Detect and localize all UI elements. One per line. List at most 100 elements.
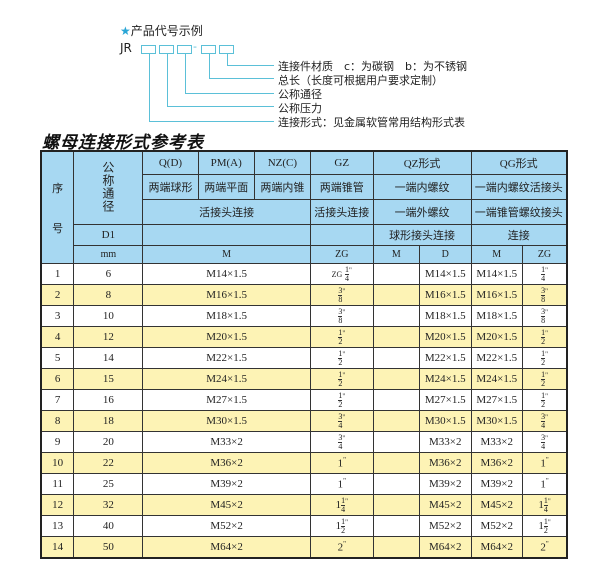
cell-dn: 8	[73, 284, 144, 306]
table-row: 4 12 M20×1.5 1 2 " M20×1.5 M20×1.5 1 2 "	[40, 326, 568, 348]
cell-qg-m: M39×2	[470, 473, 523, 495]
cell-no: 13	[40, 515, 75, 537]
cell-qg-m: M24×1.5	[470, 368, 523, 390]
nut-connection-table: 序号 公称通径 Q(D) PM(A) NZ(C) GZ QZ形式 QG形式 两端…	[40, 150, 568, 559]
cell-qz-m	[372, 494, 421, 516]
cell-no: 6	[40, 368, 75, 390]
cell-dn: 25	[73, 473, 144, 495]
header-cell: ZG	[309, 245, 374, 264]
cell-qg-zg: 3 4 "	[521, 410, 568, 432]
header-cell: 两端球形	[142, 174, 199, 200]
header-d1: D1	[73, 224, 144, 246]
cell-m: M14×1.5	[142, 263, 311, 285]
cell-qg-zg: 2"	[521, 536, 568, 559]
cell-qg-zg: 1 2 "	[521, 389, 568, 411]
cell-dn: 15	[73, 368, 144, 390]
cell-no: 14	[40, 536, 75, 559]
cell-dn: 14	[73, 347, 144, 369]
cell-m: M22×1.5	[142, 347, 311, 369]
table-row: 5 14 M22×1.5 1 2 " M22×1.5 M22×1.5 1 2 "	[40, 347, 568, 369]
cell-m: M36×2	[142, 452, 311, 474]
cell-m: M30×1.5	[142, 410, 311, 432]
cell-dn: 12	[73, 326, 144, 348]
header-cell: M	[372, 245, 421, 264]
cell-qg-m: M27×1.5	[470, 389, 523, 411]
legend-item-diameter: 公称通径	[278, 88, 322, 101]
header-q: Q(D)	[142, 150, 199, 175]
page-title: 螺母连接形式参考表	[42, 133, 204, 153]
cell-qz-d: M20×1.5	[419, 326, 472, 348]
legend-heading: ★产品代号示例	[120, 22, 203, 39]
cell-zg: 1 2 "	[309, 326, 374, 348]
cell-m: M39×2	[142, 473, 311, 495]
header-qz: QZ形式	[372, 150, 472, 175]
cell-qg-zg: 1 2 "	[521, 347, 568, 369]
code-slot	[177, 45, 192, 54]
cell-qz-m	[372, 263, 421, 285]
cell-qg-zg: 1 1 4 "	[521, 494, 568, 516]
cell-qz-d: M27×1.5	[419, 389, 472, 411]
cell-m: M18×1.5	[142, 305, 311, 327]
header-qg: QG形式	[470, 150, 568, 175]
table-row: 9 20 M33×2 3 4 " M33×2 M33×2 3 4 "	[40, 431, 568, 453]
cell-m: M52×2	[142, 515, 311, 537]
cell-qg-zg: 1"	[521, 452, 568, 474]
code-prefix: JR	[120, 41, 132, 55]
cell-zg: 3 8 "	[309, 284, 374, 306]
cell-qz-m	[372, 347, 421, 369]
cell-m: M24×1.5	[142, 368, 311, 390]
code-slot	[159, 45, 174, 54]
header-cell: 球形接头连接	[372, 224, 472, 246]
cell-qg-m: M16×1.5	[470, 284, 523, 306]
header-cell: 一端内螺纹	[372, 174, 472, 200]
cell-qg-zg: 1"	[521, 473, 568, 495]
cell-qz-m	[372, 410, 421, 432]
cell-qz-d: M16×1.5	[419, 284, 472, 306]
cell-zg: 1"	[309, 452, 374, 474]
header-cell: 两端平面	[197, 174, 255, 200]
cell-no: 4	[40, 326, 75, 348]
cell-zg: 3 4 "	[309, 410, 374, 432]
cell-qg-m: M33×2	[470, 431, 523, 453]
header-cell: M	[470, 245, 523, 264]
cell-no: 7	[40, 389, 75, 411]
table-row: 13 40 M52×2 1 1 2 " M52×2 M52×2 1 1 2 "	[40, 515, 568, 537]
cell-qg-m: M14×1.5	[470, 263, 523, 285]
cell-no: 5	[40, 347, 75, 369]
header-cell: 一端内螺纹活接头	[470, 174, 568, 200]
cell-qz-d: M39×2	[419, 473, 472, 495]
header-cell: 活接头连接	[309, 199, 374, 225]
code-slot	[219, 45, 234, 54]
cell-qz-d: M64×2	[419, 536, 472, 559]
table-row: 12 32 M45×2 1 1 4 " M45×2 M45×2 1 1 4 "	[40, 494, 568, 516]
legend-item-length: 总长（长度可根据用户要求定制）	[278, 74, 443, 87]
cell-qz-d: M52×2	[419, 515, 472, 537]
header-cell: 一端外螺纹	[372, 199, 472, 225]
header-cell	[142, 224, 311, 246]
header-cell: ZG	[521, 245, 568, 264]
cell-qz-m	[372, 431, 421, 453]
cell-qz-d: M14×1.5	[419, 263, 472, 285]
table-row: 3 10 M18×1.5 3 8 " M18×1.5 M18×1.5 3 8 "	[40, 305, 568, 327]
cell-qg-zg: 3 4 "	[521, 431, 568, 453]
header-cell: 两端锥管	[309, 174, 374, 200]
legend-heading-text: 产品代号示例	[130, 24, 203, 38]
legend-item-material: 连接件材质 c：为碳钢 b：为不锈钢	[278, 60, 468, 73]
cell-qz-m	[372, 326, 421, 348]
cell-zg: 1 2 "	[309, 368, 374, 390]
header-mm: mm	[73, 245, 144, 264]
cell-zg: 1"	[309, 473, 374, 495]
code-slot	[141, 45, 156, 54]
cell-m: M16×1.5	[142, 284, 311, 306]
